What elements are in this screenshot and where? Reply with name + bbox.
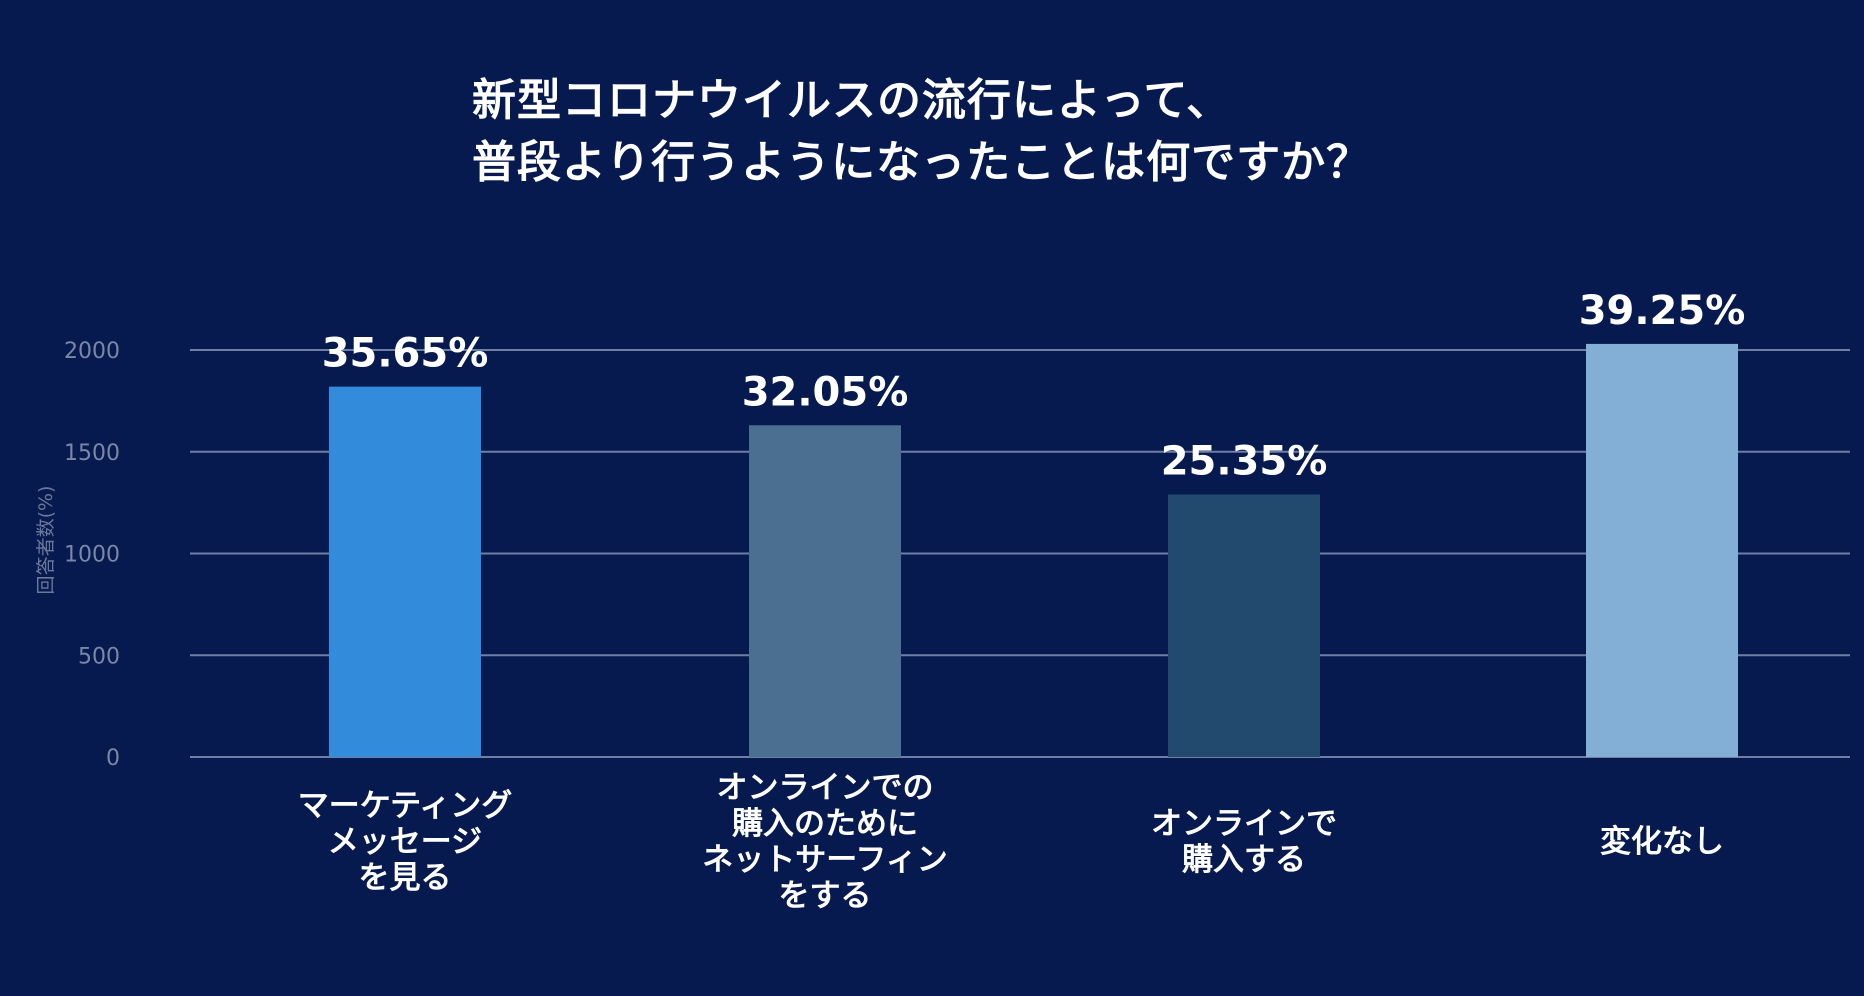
x-category-label: を見る	[359, 860, 452, 896]
x-category-label: オンラインで	[1151, 806, 1337, 842]
x-category-label: オンラインでの	[717, 770, 934, 806]
bar	[1168, 494, 1320, 757]
y-tick-label: 0	[106, 746, 120, 771]
bar	[1586, 343, 1738, 757]
bar-value-label: 35.65%	[322, 331, 489, 377]
bar-value-label: 32.05%	[742, 369, 909, 415]
y-tick-label: 1000	[64, 543, 120, 568]
x-category-label: 購入する	[1182, 842, 1306, 878]
y-tick-label: 500	[78, 644, 120, 669]
x-category-label: メッセージ	[328, 824, 482, 860]
bar	[749, 425, 901, 757]
value-labels: 35.65% 32.05% 25.35% 39.25%	[322, 288, 1746, 485]
chart-title: 新型コロナウイルスの流行によって、 普段より行うようになったことは何ですか？	[472, 70, 1371, 194]
chart-title-line-2: 普段より行うようになったことは何ですか？	[472, 137, 1372, 188]
y-axis-ticks: 0 500 1000 1500 2000	[64, 339, 120, 771]
x-category-label: ネットサーフィン	[702, 842, 948, 878]
x-category-label: マーケティング	[298, 788, 513, 824]
bar	[329, 386, 481, 757]
x-category-label: をする	[779, 878, 872, 914]
y-tick-label: 2000	[64, 339, 120, 364]
y-tick-label: 1500	[64, 441, 120, 466]
bar-value-label: 39.25%	[1579, 288, 1746, 334]
bars	[329, 343, 1738, 757]
y-axis-label: 回答者数(%)	[35, 486, 57, 595]
x-category-label: 変化なし	[1600, 824, 1724, 860]
bar-value-label: 25.35%	[1161, 438, 1328, 484]
x-category-label: 購入のために	[732, 806, 918, 842]
chart-title-line-1: 新型コロナウイルスの流行によって、	[472, 75, 1232, 126]
